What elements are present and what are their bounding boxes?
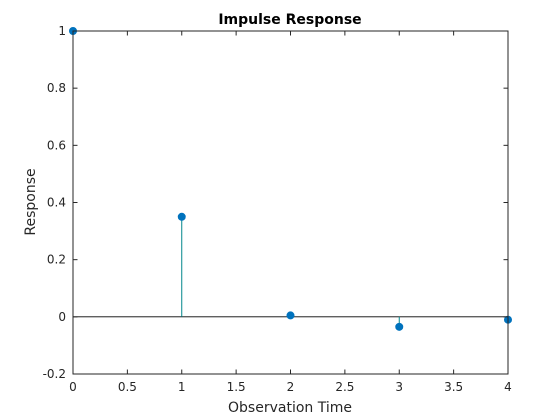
y-axis-label: Response (23, 168, 39, 235)
x-tick-label: 0.5 (118, 380, 137, 394)
x-tick-label: 2 (287, 380, 295, 394)
stem-marker-3 (395, 322, 404, 331)
y-tick-label: 0.4 (47, 196, 66, 210)
x-tick-label: 2.5 (335, 380, 354, 394)
plot-area (73, 31, 508, 374)
y-tick-label: 0.6 (47, 138, 66, 152)
y-tick-label: 1 (58, 24, 66, 38)
y-tick-label: 0.2 (47, 253, 66, 267)
x-tick-label: 1.5 (227, 380, 246, 394)
stem-marker-2 (286, 311, 295, 320)
stem-marker-1 (177, 212, 186, 221)
x-tick-label: 3 (395, 380, 403, 394)
chart-title: Impulse Response (218, 12, 361, 28)
y-tick-label: 0 (58, 310, 66, 324)
x-tick-label: 4 (504, 380, 512, 394)
x-tick-label: 3.5 (444, 380, 463, 394)
x-tick-label: 1 (178, 380, 186, 394)
x-tick-label: 0 (69, 380, 77, 394)
x-axis-label: Observation Time (228, 400, 352, 416)
y-tick-label: -0.2 (43, 367, 66, 381)
y-tick-label: 0.8 (47, 81, 66, 95)
